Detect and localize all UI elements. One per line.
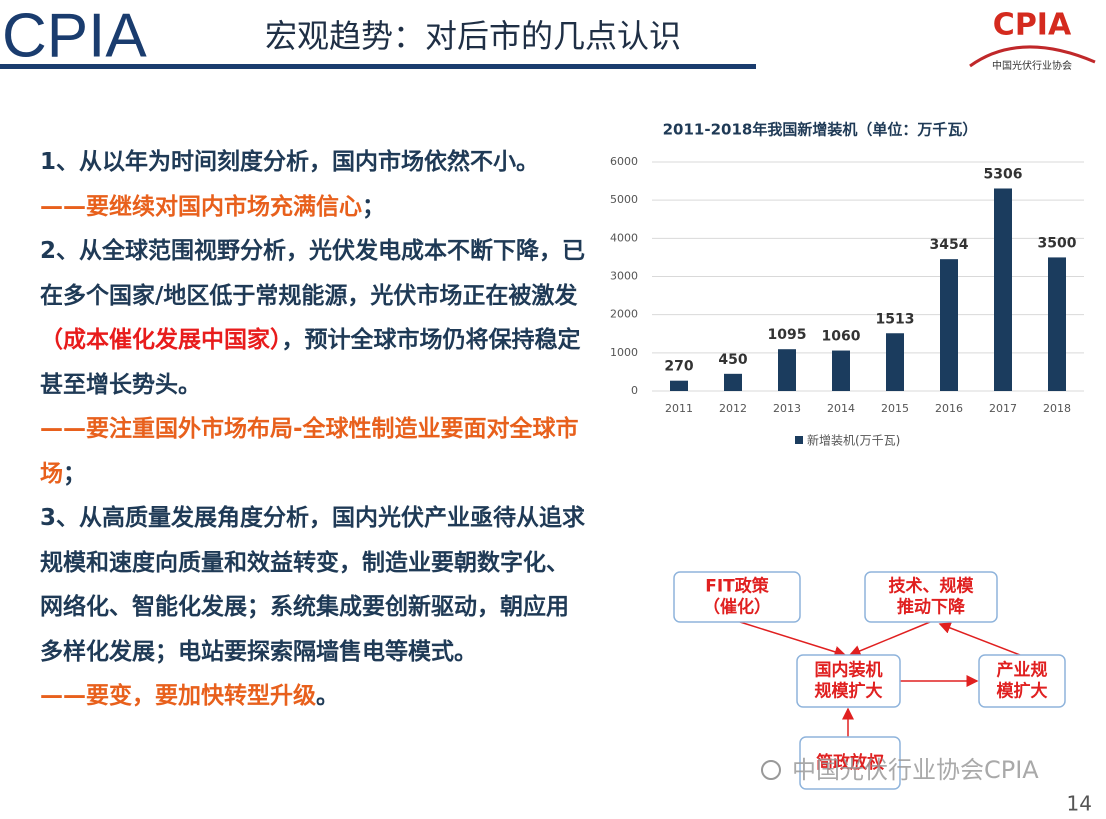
x-tick-label: 2012 bbox=[719, 402, 747, 415]
page-number: 14 bbox=[1067, 792, 1092, 816]
text-run: （成本催化发展中国家） bbox=[40, 327, 282, 353]
text-run: 1、从以年为时间刻度分析，国内市场依然不小。 bbox=[40, 149, 540, 175]
node-box bbox=[799, 736, 901, 790]
body-text: 1、从以年为时间刻度分析，国内市场依然不小。 ——要继续对国内市场充满信心； 2、从… bbox=[40, 140, 588, 719]
x-tick-label: 2017 bbox=[989, 402, 1017, 415]
arrow bbox=[739, 621, 847, 658]
node-label: （催化） bbox=[703, 597, 771, 618]
node-label: 简政放权 bbox=[816, 752, 885, 773]
arrow bbox=[938, 622, 1021, 656]
y-tick-label: 3000 bbox=[610, 270, 638, 283]
badge-arc bbox=[969, 45, 1096, 68]
x-tick-label: 2011 bbox=[665, 402, 693, 415]
bar bbox=[778, 349, 796, 391]
text-run: 3、从高质量发展角度分析，国内光伏产业亟待从追求规模和速度向质量和效益转变，制造… bbox=[40, 505, 586, 665]
node-label: 模扩大 bbox=[997, 681, 1048, 702]
bar bbox=[886, 333, 904, 391]
node-label: 规模扩大 bbox=[815, 681, 883, 702]
data-label: 270 bbox=[664, 359, 693, 375]
y-tick-label: 6000 bbox=[610, 155, 638, 168]
text-run: 2、从全球范围视野分析，光伏发电成本不断下降，已在多个国家/地区低于常规能源，光… bbox=[40, 238, 586, 309]
text-run: ； bbox=[63, 460, 86, 487]
title-rule bbox=[0, 64, 756, 69]
logo: CPIA bbox=[2, 1, 147, 70]
bar bbox=[724, 373, 742, 391]
node-box bbox=[673, 571, 801, 623]
arrow bbox=[848, 621, 931, 657]
paragraph: ——要变，要加快转型升级。 bbox=[40, 674, 588, 719]
bar bbox=[670, 380, 688, 391]
text-run: ； bbox=[362, 193, 385, 220]
data-label: 3500 bbox=[1038, 235, 1077, 251]
data-label: 5306 bbox=[984, 166, 1023, 182]
node-box bbox=[796, 654, 901, 708]
paragraph: ——要注重国外市场布局-全球性制造业要面对全球市场； bbox=[40, 407, 588, 496]
x-tick-label: 2018 bbox=[1043, 402, 1071, 415]
data-label: 1095 bbox=[768, 327, 807, 343]
y-tick-label: 1000 bbox=[610, 346, 638, 359]
data-label: 1060 bbox=[822, 329, 861, 345]
x-tick-label: 2016 bbox=[935, 402, 963, 415]
node-box bbox=[978, 654, 1066, 708]
badge-caption: 中国光伏行业协会 bbox=[992, 59, 1072, 72]
node-box bbox=[864, 571, 998, 623]
wechat-icon bbox=[761, 760, 781, 780]
watermark: 中国光伏行业协会CPIA bbox=[792, 756, 1039, 784]
text-run: ——要注重国外市场布局-全球性制造业要面对全球市场 bbox=[40, 416, 579, 487]
x-tick-label: 2013 bbox=[773, 402, 801, 415]
badge: CPIA bbox=[993, 8, 1072, 43]
paragraph: ——要继续对国内市场充满信心； bbox=[40, 185, 588, 230]
node-label: 产业规 bbox=[997, 660, 1048, 681]
node-label: 推动下降 bbox=[897, 597, 966, 618]
arrows bbox=[739, 621, 1021, 737]
paragraph: 3、从高质量发展角度分析，国内光伏产业亟待从追求规模和速度向质量和效益转变，制造… bbox=[40, 496, 588, 674]
x-tick-label: 2014 bbox=[827, 402, 855, 415]
legend-swatch bbox=[795, 436, 803, 444]
text-run: ，预计全球市场仍将保持稳定甚至增长势头。 bbox=[40, 327, 581, 398]
text-run: 。 bbox=[316, 683, 339, 709]
node-label: 国内装机 bbox=[815, 660, 883, 681]
bar bbox=[994, 188, 1012, 391]
slide-title: 宏观趋势：对后市的几点认识 bbox=[265, 17, 681, 55]
text-run: ——要变，要加快转型升级 bbox=[40, 683, 316, 709]
y-tick-label: 5000 bbox=[610, 193, 638, 206]
y-tick-label: 0 bbox=[631, 384, 638, 397]
node-label: FIT政策 bbox=[705, 576, 770, 597]
data-label: 450 bbox=[718, 352, 747, 368]
chart: 2011-2018年我国新增装机（单位：万千瓦） 0 1000 2000 3000 400… bbox=[610, 121, 1084, 448]
y-tick-label: 4000 bbox=[610, 231, 638, 244]
bar bbox=[940, 259, 958, 391]
chart-title: 2011-2018年我国新增装机（单位：万千瓦） bbox=[663, 121, 978, 139]
x-tick-label: 2015 bbox=[881, 402, 909, 415]
bar bbox=[1048, 257, 1066, 391]
y-tick-label: 2000 bbox=[610, 308, 638, 321]
legend-label: 新增装机(万千瓦) bbox=[807, 433, 900, 448]
paragraph: 1、从以年为时间刻度分析，国内市场依然不小。 bbox=[40, 140, 588, 185]
data-label: 3454 bbox=[930, 237, 969, 253]
node-label: 技术、规模 bbox=[889, 576, 975, 597]
text-run: ——要继续对国内市场充满信心 bbox=[40, 193, 362, 220]
data-label: 1513 bbox=[876, 311, 915, 327]
paragraph: 2、从全球范围视野分析，光伏发电成本不断下降，已在多个国家/地区低于常规能源，光… bbox=[40, 229, 588, 407]
bar bbox=[832, 350, 850, 391]
